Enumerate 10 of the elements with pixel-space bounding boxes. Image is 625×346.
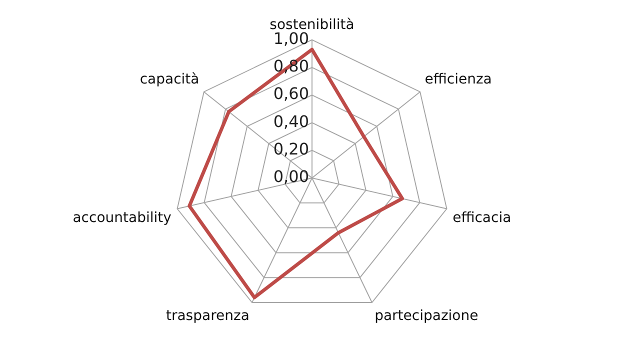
y-tick-label: 0,00 bbox=[273, 167, 309, 186]
y-tick-label: 0,40 bbox=[273, 112, 309, 131]
spoke-label: trasparenza bbox=[166, 308, 250, 324]
spoke-label: efficacia bbox=[452, 210, 512, 226]
spoke-label: capacità bbox=[140, 71, 200, 88]
spoke-label: accountability bbox=[72, 210, 172, 226]
y-tick-label: 0,20 bbox=[273, 140, 309, 159]
spoke-label: partecipazione bbox=[374, 308, 478, 324]
spoke-label: efficienza bbox=[424, 71, 492, 88]
y-tick-label: 0,60 bbox=[273, 84, 309, 104]
